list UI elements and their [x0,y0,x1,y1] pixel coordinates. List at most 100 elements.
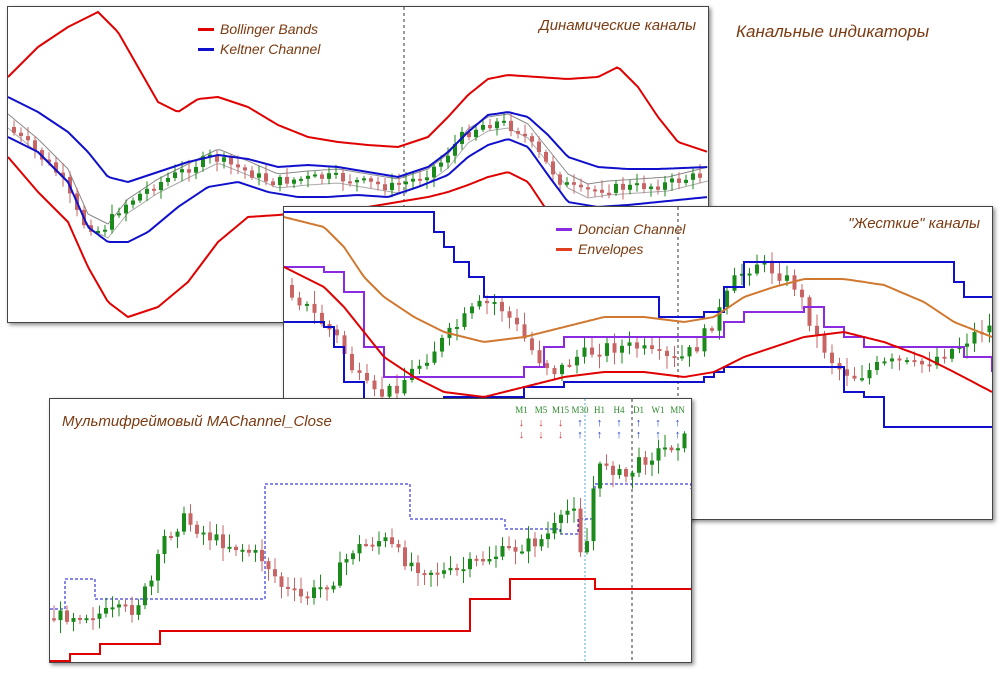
timeframe-label: M5 [534,405,548,415]
doncian-lower-line [284,321,992,428]
candle-bull [383,537,388,542]
candle-bull [684,179,688,183]
candle-bear [61,172,65,178]
candle-bear [380,389,384,397]
candle-bull [425,177,429,181]
legend-item-envelopes: Envelopes [556,239,685,259]
candle-bear [229,157,233,165]
candle-bear [357,370,362,374]
candle-bear [312,303,317,313]
candle-bear [264,173,268,182]
candle-bull [305,303,309,306]
candle-bear [522,324,527,339]
candle-bear [19,132,23,137]
candle-bear [770,260,774,274]
candle-bull [474,129,478,138]
legend-label: Doncian Channel [578,221,686,237]
arrow-down-icon: ↓ [538,429,544,441]
candle-bear [369,178,373,182]
candle-bull [377,541,381,547]
candle-bear [635,342,639,349]
candle-bear [672,356,677,359]
candle-bear [624,468,628,477]
candle-bull [650,460,654,465]
candle-bear [271,181,275,186]
candle-bull [201,156,205,167]
candle-bull [278,176,282,186]
candle-bear [665,350,669,357]
candle-bull [687,347,692,357]
candle-bear [325,587,329,590]
candle-bear [822,335,827,353]
candle-bull [682,433,687,449]
candle-bull [299,178,303,181]
arrow-down-icon: ↓ [557,429,564,441]
candle-bull [642,345,647,349]
candle-bull [417,365,422,369]
candle-bear [297,297,302,306]
legend-swatch [556,247,572,251]
candle-bear [342,335,347,354]
candle-bull [627,342,632,346]
candle-bull [175,531,180,537]
candle-bear [341,172,345,182]
candle-bear [376,181,380,185]
candle-bull [103,229,107,232]
candle-bear [279,576,284,587]
candle-bull [110,214,114,230]
legend-item-bollinger: Bollinger Bands [198,19,320,39]
candle-bull [313,174,317,177]
candle-bull [950,349,954,359]
candle-bull [355,179,359,183]
keltner-lower-line [8,136,708,243]
candle-bull [402,379,407,394]
candle-bear [395,385,399,394]
candle-bear [416,562,420,574]
candle-bull [180,169,184,173]
candle-bull [131,200,135,205]
mtf-panel-title: Мультифреймовый MAChannel_Close [62,413,332,430]
candle-bull [972,332,977,344]
bollinger-upper-line [8,10,708,153]
candle-bear [597,354,602,357]
candle-bull [875,361,879,371]
candle-bull [227,546,232,549]
candle-bear [677,178,681,183]
arrow-up-icon: ↑ [577,417,583,429]
candle-bear [396,544,401,548]
timeframe-mn: MN ↑ ↑ [668,404,687,441]
envelopes-upper-line [284,216,992,343]
candle-bull [552,522,557,534]
candle-bear [897,358,902,361]
candle-bear [455,567,459,571]
candle-bear [586,187,590,190]
timeframe-h4: H4 ↑ ↑ [610,404,629,441]
arrow-up-icon: ↑ [655,417,661,429]
candle-bull [691,173,695,180]
candle-bull [461,569,466,572]
candle-bear [234,546,238,551]
hard-channels-panel: Doncian Channel Envelopes "Жесткие" кана… [283,206,993,520]
timeframe-h1: H1 ↑ ↑ [590,404,609,441]
candle-bull [208,154,212,157]
timeframe-m1: M1 ↓ ↓ [512,404,531,441]
arrow-down-icon: ↓ [557,417,564,429]
candle-bear [604,463,609,466]
candle-bear [285,176,289,184]
candle-bear [777,273,782,281]
candle-bull [987,325,992,333]
candle-bear [372,380,377,390]
candle-bull [440,337,444,352]
candle-bear [467,131,471,138]
timeframe-m5: M5 ↓ ↓ [532,404,551,441]
candle-bear [507,546,511,549]
candle-bear [551,161,555,175]
candle-bear [422,573,427,576]
candle-bear [350,353,354,371]
keltner-midline [8,113,708,225]
candle-bull [124,204,128,214]
candle-bull [145,188,149,194]
candle-bear [852,375,857,379]
candle-bull [432,351,437,363]
candle-bull [702,328,707,352]
